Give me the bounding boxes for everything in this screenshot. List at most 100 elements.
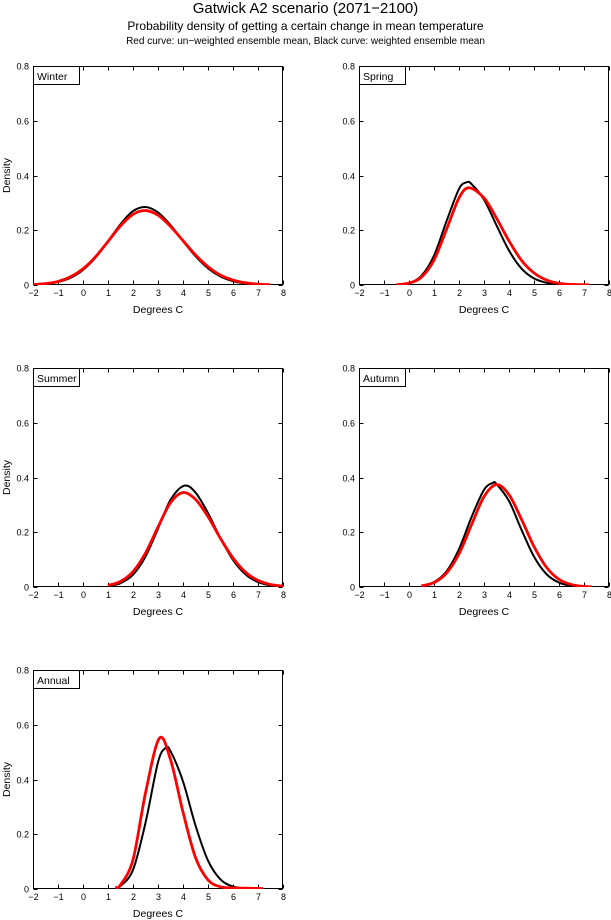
season-label-text: Autumn (363, 373, 399, 385)
figure-legend-note: Red curve: un−weighted ensemble mean, Bl… (126, 36, 485, 47)
plot-border (359, 66, 609, 285)
svg-text:0.2: 0.2 (342, 226, 355, 236)
svg-text:0: 0 (81, 590, 86, 600)
y-tick-labels: 0 0.2 0.4 0.6 0.8 (16, 364, 29, 593)
season-label: Autumn (359, 368, 406, 387)
svg-text:0.4: 0.4 (342, 474, 355, 484)
svg-text:−2: −2 (354, 590, 364, 600)
curve-weighted-mean (33, 205, 271, 285)
x-axis-label: Degrees C (459, 606, 510, 618)
svg-text:−2: −2 (28, 892, 38, 902)
curve-weighted-mean (396, 180, 585, 285)
y-axis-label: Density (1, 761, 13, 797)
y-axis-label: Density (1, 459, 13, 495)
svg-text:8: 8 (281, 590, 286, 600)
svg-text:4: 4 (181, 288, 186, 298)
svg-text:2: 2 (131, 590, 136, 600)
x-tick-labels: −2 −1 0 1 2 3 4 5 6 7 8 (354, 590, 611, 600)
svg-text:0: 0 (24, 885, 29, 895)
y-tick-labels: 0 0.2 0.4 0.6 0.8 (342, 364, 355, 593)
curve-unweighted-mean (114, 735, 264, 889)
svg-text:0.4: 0.4 (16, 474, 29, 484)
subplot-annual: −2 −1 0 1 2 3 4 5 6 7 8 0 0.2 0.4 0.6 0.8 Annual Degrees … (1, 666, 286, 920)
plot-border (33, 670, 283, 889)
y-ticks (33, 368, 283, 588)
svg-text:7: 7 (582, 590, 587, 600)
x-ticks (33, 670, 284, 889)
curve-weighted-mean (421, 481, 585, 587)
svg-text:8: 8 (607, 590, 611, 600)
svg-text:4: 4 (181, 590, 186, 600)
svg-text:−1: −1 (53, 288, 63, 298)
svg-text:8: 8 (281, 288, 286, 298)
curve-weighted-mean (107, 484, 283, 587)
svg-text:3: 3 (482, 590, 487, 600)
svg-text:6: 6 (557, 590, 562, 600)
subplot-winter: −2 −1 0 1 2 3 4 5 6 7 8 0 0.2 0.4 0.6 0.8 Winter Degrees … (1, 62, 286, 317)
svg-text:5: 5 (206, 590, 211, 600)
svg-text:0.6: 0.6 (342, 419, 355, 429)
season-label: Annual (33, 670, 80, 689)
svg-text:3: 3 (156, 590, 161, 600)
y-ticks (33, 670, 283, 890)
y-tick-labels: 0 0.2 0.4 0.6 0.8 (16, 62, 29, 291)
season-label-text: Annual (37, 675, 70, 687)
season-label: Winter (33, 66, 80, 85)
svg-text:6: 6 (231, 892, 236, 902)
x-tick-labels: −2 −1 0 1 2 3 4 5 6 7 8 (28, 288, 286, 298)
svg-text:−2: −2 (354, 288, 364, 298)
svg-text:0.8: 0.8 (16, 666, 29, 676)
svg-text:4: 4 (181, 892, 186, 902)
svg-text:−2: −2 (28, 288, 38, 298)
svg-text:5: 5 (206, 892, 211, 902)
svg-text:1: 1 (432, 590, 437, 600)
svg-text:0.8: 0.8 (342, 364, 355, 374)
curve-unweighted-mean (33, 209, 271, 285)
y-ticks (359, 368, 609, 588)
svg-text:0: 0 (24, 583, 29, 593)
svg-text:2: 2 (457, 590, 462, 600)
svg-text:1: 1 (106, 590, 111, 600)
subplot-autumn: −2 −1 0 1 2 3 4 5 6 7 8 0 0.2 0.4 0.6 0.8 Autumn Degrees … (342, 364, 611, 619)
curve-weighted-mean (115, 745, 246, 889)
season-label-text: Summer (37, 373, 77, 385)
svg-text:2: 2 (131, 288, 136, 298)
svg-text:6: 6 (557, 288, 562, 298)
x-ticks (33, 368, 284, 587)
season-label-text: Winter (37, 71, 68, 83)
season-label: Summer (33, 368, 80, 387)
svg-text:2: 2 (457, 288, 462, 298)
curve-unweighted-mean (396, 186, 590, 285)
svg-text:0.4: 0.4 (16, 172, 29, 182)
svg-text:6: 6 (231, 590, 236, 600)
season-label-text: Spring (363, 71, 394, 83)
figure-title: Gatwick A2 scenario (2071−2100) (192, 0, 419, 17)
subplot-spring: −2 −1 0 1 2 3 4 5 6 7 8 0 0.2 0.4 0.6 0.8 Spring Degrees … (342, 62, 611, 317)
svg-text:0.6: 0.6 (342, 117, 355, 127)
x-axis-label: Degrees C (459, 304, 510, 316)
svg-text:7: 7 (256, 288, 261, 298)
figure-subtitle: Probability density of getting a certain… (127, 19, 484, 33)
plot-border (33, 66, 283, 285)
svg-text:8: 8 (281, 892, 286, 902)
svg-text:5: 5 (206, 288, 211, 298)
svg-text:0.2: 0.2 (16, 528, 29, 538)
season-label: Spring (359, 66, 406, 85)
svg-text:0.6: 0.6 (16, 419, 29, 429)
subplot-summer: −2 −1 0 1 2 3 4 5 6 7 8 0 0.2 0.4 0.6 0.8 Summer Degrees … (1, 364, 286, 619)
svg-text:5: 5 (532, 288, 537, 298)
x-ticks (33, 66, 284, 285)
svg-text:7: 7 (256, 892, 261, 902)
svg-text:2: 2 (131, 892, 136, 902)
svg-text:3: 3 (156, 288, 161, 298)
x-ticks (359, 66, 610, 285)
y-tick-labels: 0 0.2 0.4 0.6 0.8 (16, 666, 29, 895)
svg-text:0: 0 (24, 281, 29, 291)
x-axis-label: Degrees C (133, 304, 184, 316)
plot-border (33, 368, 283, 587)
x-axis-label: Degrees C (133, 606, 184, 618)
plot-border (359, 368, 609, 587)
svg-text:0: 0 (407, 288, 412, 298)
y-tick-labels: 0 0.2 0.4 0.6 0.8 (342, 62, 355, 291)
